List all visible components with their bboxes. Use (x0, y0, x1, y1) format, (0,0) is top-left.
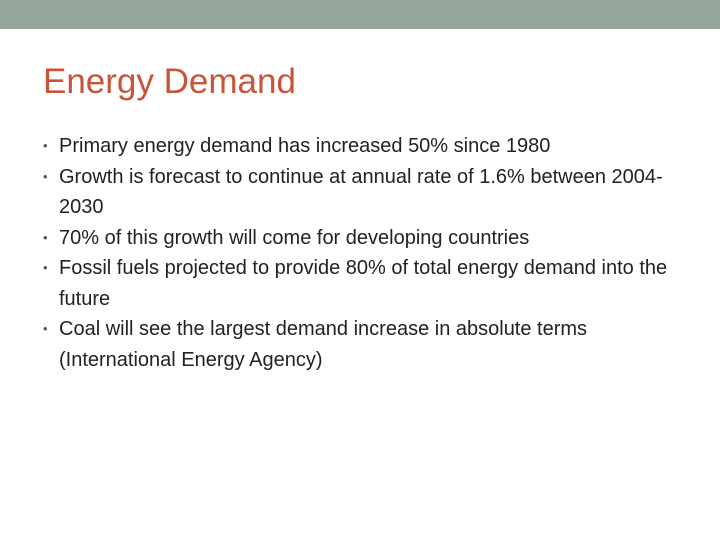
bullet-icon: • (43, 229, 48, 245)
bullet-list: • Primary energy demand has increased 50… (43, 131, 683, 375)
bullet-icon: • (43, 321, 48, 336)
bullet-text: Fossil fuels projected to provide 80% of… (59, 257, 668, 310)
bullet-text: 70% of this growth will come for develop… (59, 226, 530, 249)
bullet-text: Growth is forecast to continue at annual… (59, 165, 663, 219)
header-band (0, 0, 720, 29)
bullet-item-3: • 70% of this growth will come for devel… (43, 223, 683, 254)
bullet-icon: • (43, 138, 48, 153)
bullet-item-2: • Growth is forecast to continue at annu… (43, 162, 683, 223)
bullet-item-1: • Primary energy demand has increased 50… (43, 131, 683, 162)
bullet-item-5: • Coal will see the largest demand incre… (43, 314, 683, 375)
bullet-icon: • (43, 168, 48, 184)
bullet-text: Coal will see the largest demand increas… (59, 318, 588, 371)
bullet-item-4: • Fossil fuels projected to provide 80% … (43, 253, 683, 314)
slide-title: Energy Demand (43, 62, 296, 101)
bullet-icon: • (43, 260, 48, 275)
bullet-text: Primary energy demand has increased 50% … (59, 135, 551, 157)
